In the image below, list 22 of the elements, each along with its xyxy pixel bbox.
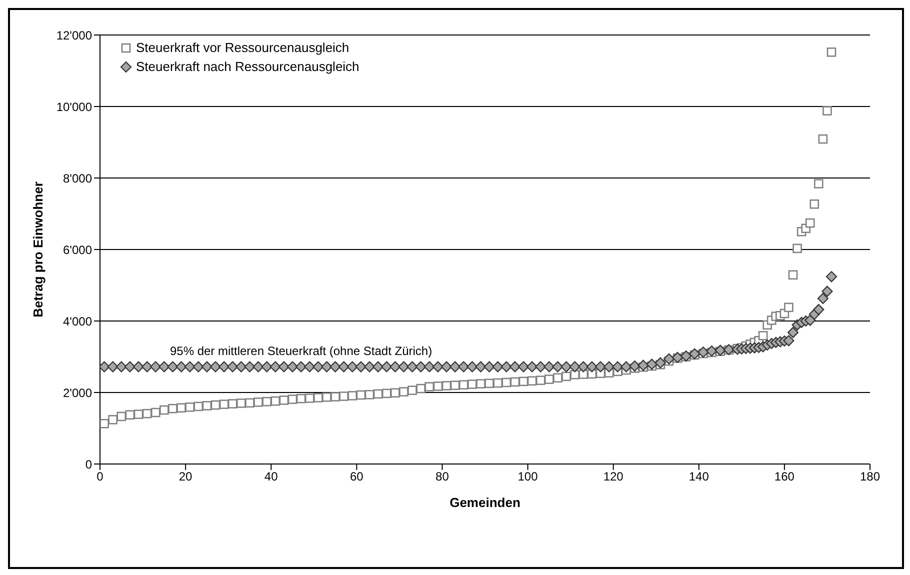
y-axis-title: Betrag pro Einwohner	[30, 182, 46, 318]
y-tick-label: 4'000	[63, 314, 92, 328]
x-tick-label: 20	[178, 470, 193, 484]
legend-label: Steuerkraft nach Ressourcenausgleich	[136, 59, 360, 74]
y-tick-label: 10'000	[56, 100, 92, 114]
legend-label: Steuerkraft vor Ressourcenausgleich	[136, 40, 350, 55]
x-tick-label: 100	[518, 470, 538, 484]
x-tick-label: 140	[688, 470, 710, 484]
x-tick-label: 80	[436, 470, 450, 484]
y-tick-label: 0	[85, 457, 92, 472]
y-tick-label: 6'000	[63, 242, 92, 257]
x-tick-label: 160	[774, 470, 795, 484]
x-axis-title: Gemeinden	[450, 495, 520, 510]
x-tick-label: 120	[603, 470, 624, 484]
x-tick-label: 180	[860, 470, 880, 484]
y-tick-label: 12'000	[56, 28, 92, 42]
y-tick-label: 8'000	[63, 171, 92, 186]
x-tick-label: 60	[350, 470, 364, 484]
y-tick-label: 2'000	[63, 386, 92, 400]
x-tick-label: 0	[96, 470, 104, 484]
annotation: 95% der mittleren Steuerkraft (ohne Stadt Zürich)	[170, 344, 432, 358]
x-tick-label: 40	[264, 470, 278, 484]
